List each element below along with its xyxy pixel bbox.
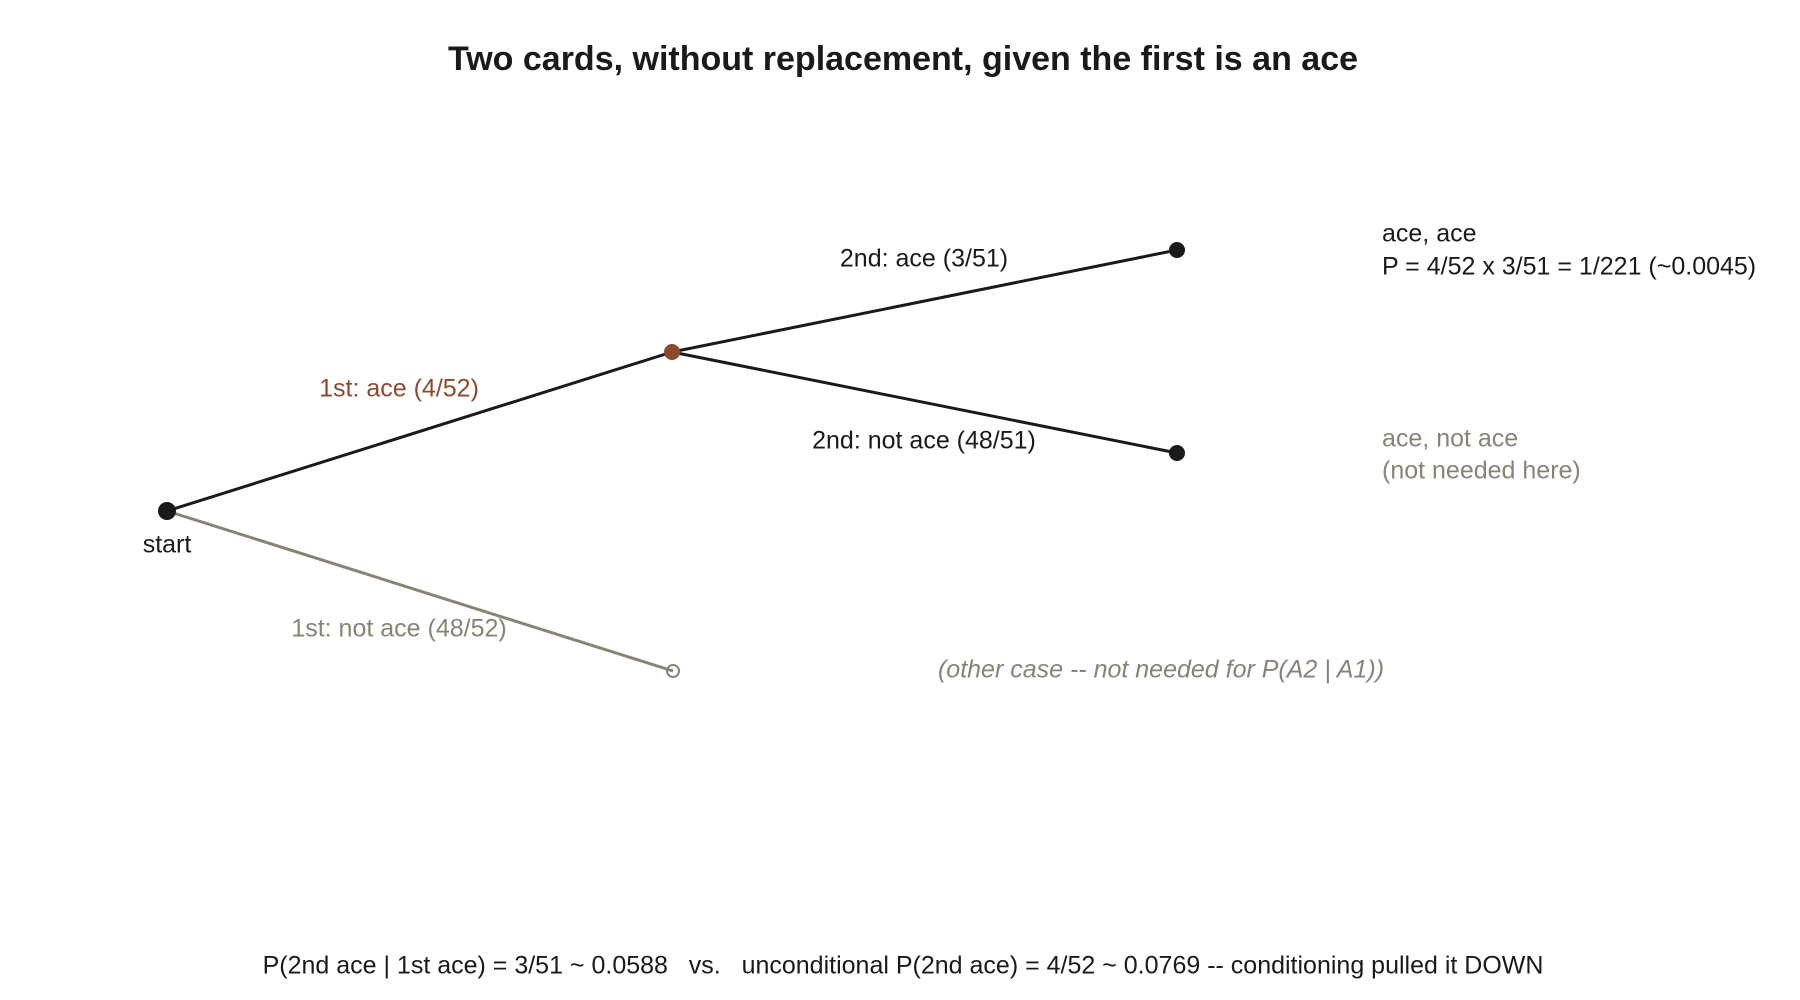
edge [671,350,1178,455]
note: (other case -- not needed for P(A2 | A1)… [938,656,1384,684]
edge-label: 1st: ace (4/52) [319,375,479,403]
node [664,344,680,360]
node [666,664,680,678]
edge-label: 2nd: not ace (48/51) [812,427,1036,455]
edge-label: 1st: not ace (48/52) [291,615,506,643]
edge [671,248,1178,354]
edge-label: 2nd: ace (3/51) [840,245,1008,273]
edge [166,350,673,513]
node [1169,445,1185,461]
outcome-label: ace, not ace [1382,425,1518,453]
node [1169,242,1185,258]
outcome-label: ace, ace [1382,220,1477,248]
node [158,502,176,520]
outcome-detail: (not needed here) [1382,457,1581,485]
footer: P(2nd ace | 1st ace) = 3/51 ~ 0.0588 vs.… [263,952,1544,980]
node-label: start [143,531,192,559]
edge [166,509,674,673]
outcome-detail: P = 4/52 x 3/51 = 1/221 (~0.0045) [1382,253,1756,281]
title: Two cards, without replacement, given th… [448,40,1358,78]
